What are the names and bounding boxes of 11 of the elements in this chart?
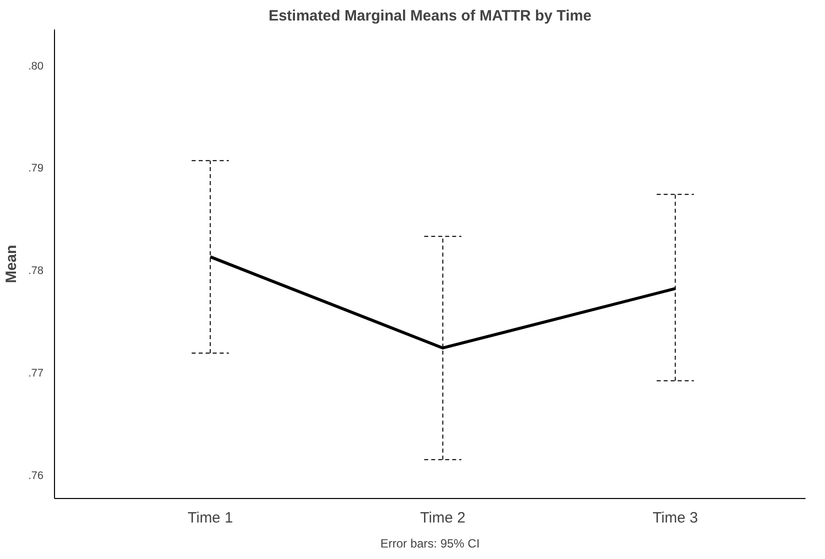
x-tick-label: Time 3 xyxy=(652,510,698,526)
y-axis-title: Mean xyxy=(3,244,20,284)
text: Error bars: 95% CI xyxy=(380,536,480,550)
y-tick-label: .77 xyxy=(28,368,44,380)
y-tick-label: .78 xyxy=(28,265,44,278)
y-tick-label: .80 xyxy=(28,60,44,72)
x-tick-label: Time 2 xyxy=(420,510,466,526)
y-tick-label: .76 xyxy=(28,470,44,482)
y-tick-label: .79 xyxy=(28,162,44,175)
chart-title: Estimated Marginal Means of MATTR by Time xyxy=(268,8,592,24)
x-tick-label: Time 1 xyxy=(188,510,233,526)
